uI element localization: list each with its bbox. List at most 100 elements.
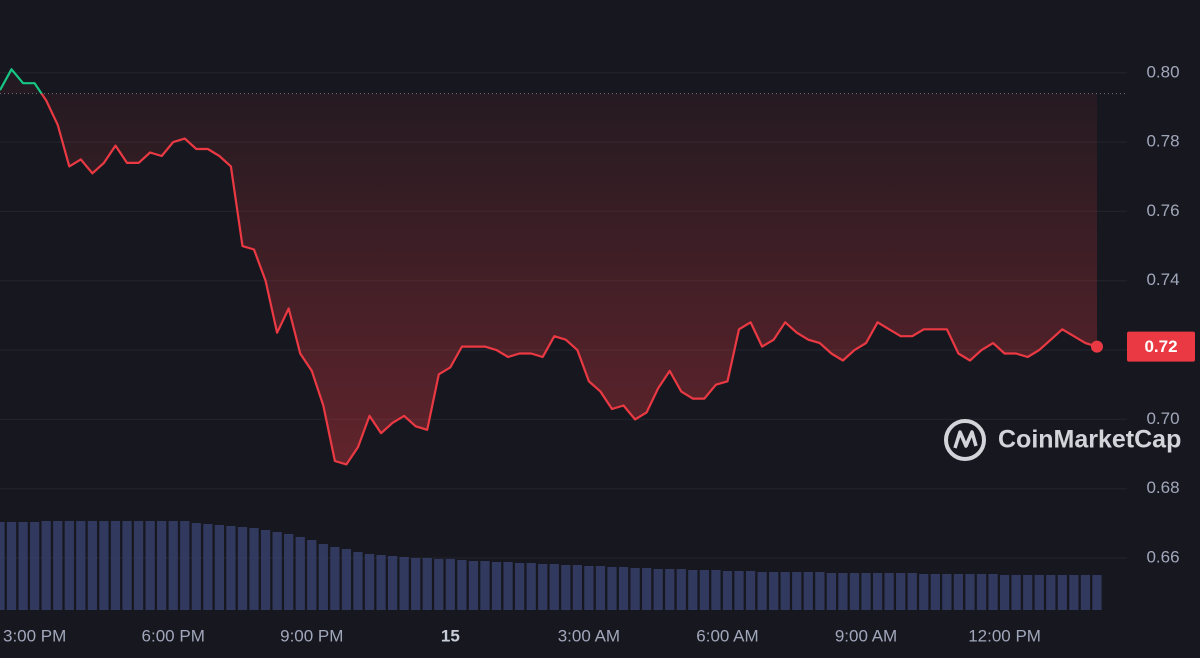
volume-bar — [642, 568, 652, 610]
volume-bar — [491, 562, 502, 610]
axes: 0.66 0.68 0.70 0.72 0.74 0.76 0.78 0.80 3:00 PM 6… — [3, 62, 1195, 645]
volume-bar — [307, 540, 317, 610]
plot — [0, 68, 1127, 466]
volume-bar — [191, 523, 201, 610]
x-tick-label: 9:00 AM — [835, 626, 897, 645]
volume-bar — [468, 561, 479, 610]
volume-bar — [953, 574, 964, 610]
volume-bar — [896, 573, 906, 610]
volume-bar — [18, 522, 28, 610]
price-line — [0, 68, 1098, 466]
volume-bar — [341, 549, 352, 610]
volume-bar — [284, 534, 294, 610]
volume-bar — [561, 565, 571, 610]
volume-bar — [1046, 575, 1056, 610]
volume-bar — [1092, 575, 1102, 610]
volume-bar — [133, 521, 144, 610]
y-tick-label: 0.78 — [1146, 132, 1179, 151]
volume-bar — [861, 573, 871, 610]
y-tick-label: 0.76 — [1146, 201, 1179, 220]
y-tick-label: 0.70 — [1146, 409, 1179, 428]
last-point — [1090, 340, 1103, 353]
volume-bar — [757, 572, 767, 610]
volume-bar — [769, 572, 779, 610]
volume-bar — [1069, 575, 1079, 610]
volume-bar — [399, 557, 409, 610]
volume-bar — [838, 573, 848, 610]
volume-bar — [884, 573, 894, 610]
volume-bar — [387, 556, 398, 610]
volume-bar — [515, 563, 525, 610]
volume-bar — [411, 558, 421, 610]
y-tick-label: 0.80 — [1146, 62, 1179, 81]
volume-bar — [872, 573, 883, 610]
volume-bar — [76, 521, 86, 610]
volume-bar — [930, 574, 940, 610]
volume-bar — [64, 521, 74, 610]
volume-bars — [0, 521, 1102, 610]
volume-bar — [826, 573, 837, 610]
volume-bar — [180, 521, 190, 610]
y-tick-label: 0.66 — [1146, 547, 1179, 566]
x-tick-label: 6:00 AM — [696, 626, 758, 645]
volume-bar — [157, 521, 167, 610]
logo-mark — [953, 430, 978, 449]
volume-bar — [907, 573, 917, 610]
volume-bar — [0, 522, 5, 610]
volume-bar — [353, 552, 363, 610]
volume-bar — [226, 526, 236, 610]
volume-bar — [272, 532, 282, 610]
volume-bar — [457, 560, 467, 610]
logo — [944, 419, 986, 461]
volume-bar — [1034, 575, 1044, 610]
last-value-label: 0.72 — [1144, 337, 1177, 356]
volume-bar — [295, 537, 305, 610]
volume-bar — [41, 521, 51, 610]
volume-bar — [260, 530, 271, 610]
x-tick-label: 12:00 PM — [968, 626, 1041, 645]
volume-bar — [849, 573, 860, 610]
volume-bar — [376, 555, 386, 610]
volume-bar — [607, 567, 617, 610]
volume-bar — [480, 561, 490, 610]
volume-bar — [618, 567, 629, 610]
volume-bar — [538, 564, 548, 610]
volume-bar — [745, 571, 756, 610]
volume-bar — [422, 558, 432, 610]
volume-bar — [145, 521, 155, 610]
volume-bar — [122, 521, 132, 610]
volume-bar — [203, 524, 213, 610]
y-tick-label: 0.68 — [1146, 478, 1179, 497]
volume-bar — [434, 559, 444, 610]
volume-bar — [6, 522, 17, 610]
volume-bar — [549, 564, 559, 610]
volume-bar — [30, 522, 40, 610]
volume-bar — [445, 559, 455, 610]
volume-bar — [734, 571, 744, 610]
volume-bar — [803, 572, 813, 610]
x-tick-label: 15 — [441, 626, 460, 645]
volume-bar — [630, 568, 640, 610]
volume-bar — [249, 528, 259, 610]
volume-bar — [1011, 575, 1021, 610]
volume-bar — [780, 572, 790, 610]
volume-bar — [110, 521, 121, 610]
volume-bar — [711, 570, 721, 610]
y-tick-label: 0.74 — [1146, 270, 1179, 289]
x-tick-label: 9:00 PM — [280, 626, 343, 645]
x-tick-label: 3:00 PM — [3, 626, 66, 645]
volume-bar — [364, 554, 375, 610]
last-value-badge — [1127, 331, 1195, 362]
volume-bar — [942, 574, 952, 610]
volume-bar — [99, 521, 109, 610]
volume-bar — [688, 570, 698, 610]
volume-bar — [1057, 575, 1067, 610]
volume-bar — [318, 544, 328, 610]
x-tick-label: 6:00 PM — [142, 626, 205, 645]
volume-bar — [653, 569, 663, 610]
volume-bar — [584, 566, 594, 610]
volume-bar — [168, 521, 178, 610]
volume-bar — [53, 521, 63, 610]
volume-bar — [699, 570, 709, 610]
